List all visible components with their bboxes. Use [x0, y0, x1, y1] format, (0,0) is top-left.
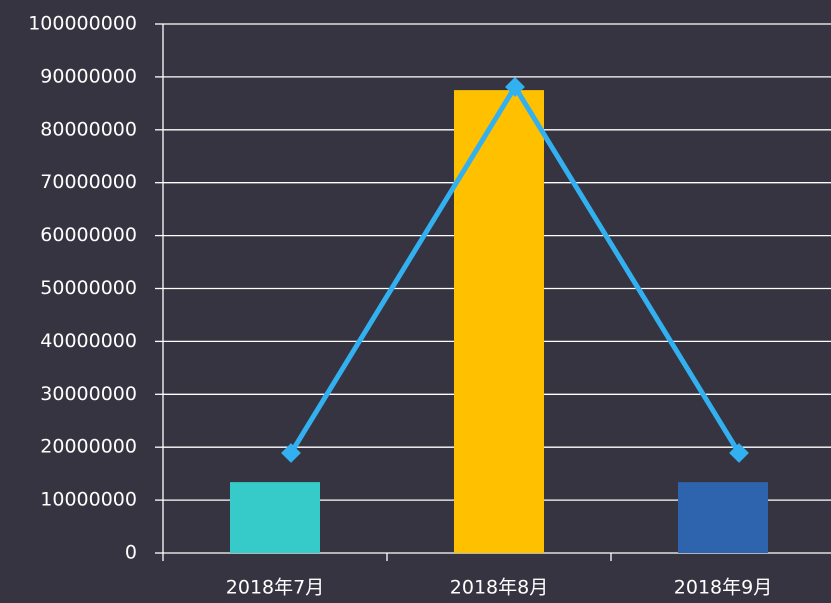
y-tick-label: 80000000 — [40, 118, 137, 140]
line-marker — [729, 443, 749, 463]
y-tick-label: 20000000 — [40, 436, 137, 458]
bar — [230, 482, 320, 553]
line-marker — [281, 443, 301, 463]
y-tick-label: 90000000 — [40, 65, 137, 87]
y-tick-label: 30000000 — [40, 383, 137, 405]
x-tick-label: 2018年9月 — [674, 577, 772, 599]
y-tick-label: 100000000 — [28, 13, 137, 35]
x-tick-label: 2018年7月 — [226, 577, 324, 599]
y-tick-label: 60000000 — [40, 224, 137, 246]
y-tick-label: 50000000 — [40, 277, 137, 299]
bar — [454, 90, 544, 553]
y-tick-label: 10000000 — [40, 489, 137, 511]
y-tick-label: 70000000 — [40, 171, 137, 193]
x-tick-label: 2018年8月 — [450, 577, 548, 599]
y-tick-label: 40000000 — [40, 330, 137, 352]
y-tick-label: 0 — [125, 542, 137, 564]
bar — [678, 482, 768, 553]
